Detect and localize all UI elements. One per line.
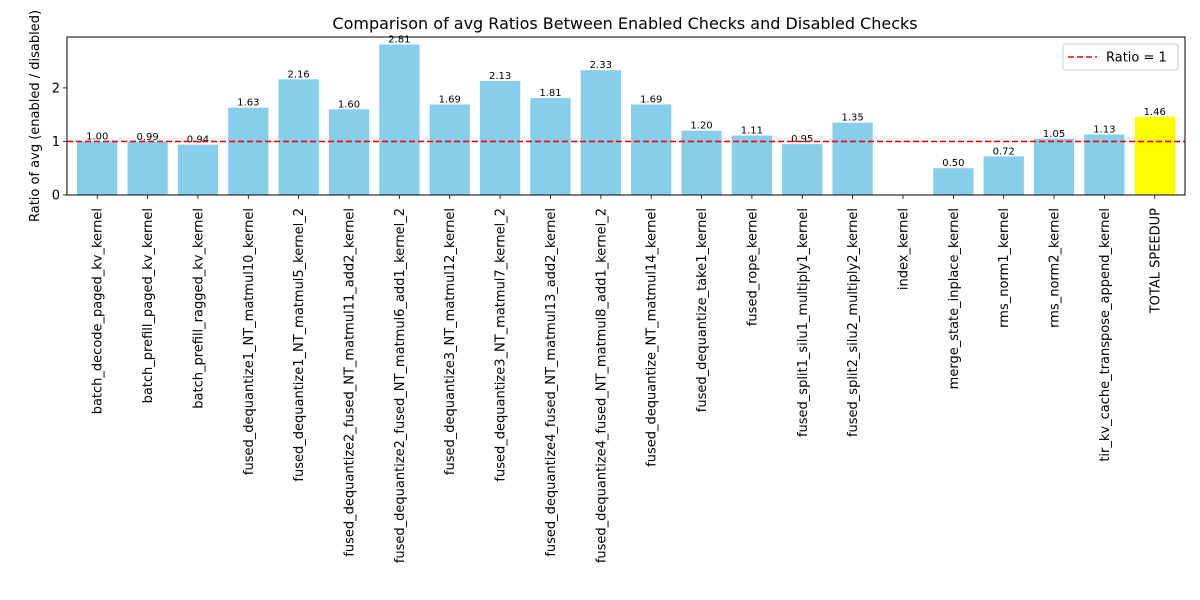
data-label: 1.46	[1144, 107, 1166, 118]
legend-box	[1062, 43, 1179, 71]
data-label: 0.94	[187, 135, 209, 146]
bar	[429, 104, 470, 195]
y-axis-label: Ratio of avg (enabled / disabled)	[28, 10, 43, 222]
data-label: 1.05	[1043, 129, 1065, 140]
legend: Ratio = 1	[1062, 43, 1179, 71]
bar	[127, 141, 168, 195]
bar	[681, 130, 722, 195]
bar	[77, 141, 118, 195]
axes-layer	[66, 36, 1186, 196]
y-tick-label: 2	[52, 81, 60, 96]
legend-label: Ratio = 1	[1106, 51, 1167, 66]
data-label: 0.95	[791, 134, 813, 145]
y-tick-label: 1	[52, 135, 60, 150]
data-label: 1.81	[539, 88, 561, 99]
bar	[782, 144, 823, 195]
bar	[278, 79, 319, 195]
x-tick-label: fused_dequantize4_fused_NT_matmul8_add1_…	[594, 208, 609, 563]
plot-frame	[66, 36, 1186, 196]
data-label: 2.13	[489, 71, 511, 82]
x-tick-label: merge_state_inplace_kernel	[947, 208, 962, 389]
bar	[328, 109, 370, 195]
data-label: 2.33	[590, 60, 612, 71]
x-tick-label: fused_dequantize4_fused_NT_matmul13_add2…	[544, 208, 559, 557]
bar	[580, 70, 621, 195]
y-tick-label: 0	[52, 189, 60, 204]
data-label: 2.16	[288, 69, 310, 80]
data-label: 1.20	[690, 121, 712, 132]
data-label: 0.50	[942, 158, 964, 169]
bar	[983, 156, 1024, 195]
bar	[228, 107, 269, 195]
bar	[1084, 134, 1125, 195]
x-tick-label: fused_dequantize3_NT_matmul7_kernel_2	[494, 208, 509, 482]
x-tick-label: fused_split2_silu2_multiply2_kernel	[846, 208, 861, 437]
bar	[631, 104, 672, 195]
bar	[1033, 138, 1075, 195]
bar	[731, 135, 773, 195]
data-label: 1.69	[439, 94, 461, 105]
chart-title: Comparison of avg Ratios Between Enabled…	[332, 14, 917, 33]
bar	[379, 44, 420, 195]
x-tick-label: fused_dequantize1_NT_matmul5_kernel_2	[292, 208, 307, 482]
bar	[933, 168, 974, 195]
y-tick-labels: 0 1 2	[52, 81, 67, 204]
x-tick-label: rms_norm2_kernel	[1048, 208, 1063, 328]
data-label: 1.69	[640, 94, 662, 105]
x-tick-label: batch_prefill_ragged_kv_kernel	[191, 208, 206, 409]
x-tick-label: batch_decode_paged_kv_kernel	[91, 208, 106, 414]
x-tick-label: index_kernel	[896, 208, 911, 290]
x-tick-label: fused_dequantize_NT_matmul14_kernel	[645, 208, 660, 467]
x-tick-label: fused_dequantize2_fused_NT_matmul11_add2…	[343, 208, 358, 557]
bar	[1134, 116, 1175, 195]
bars-layer	[77, 44, 1175, 195]
x-tick-label: batch_prefill_paged_kv_kernel	[141, 208, 156, 403]
x-tick-label: TOTAL SPEEDUP	[1148, 208, 1163, 314]
x-tick-label: tir_kv_cache_transpose_append_kernel	[1098, 208, 1113, 462]
bar	[530, 98, 571, 195]
bar	[479, 80, 521, 195]
data-label: 1.35	[841, 113, 863, 124]
data-label: 1.60	[338, 99, 360, 110]
data-label: 1.11	[741, 126, 763, 137]
bar	[832, 122, 873, 195]
data-label: 1.13	[1093, 124, 1115, 135]
x-tick-label: rms_norm1_kernel	[997, 208, 1012, 328]
data-label: 1.00	[86, 131, 108, 142]
data-labels-layer: 1.00 0.99 0.94 1.63 2.16 1.60 2.81 1.69 2.13 1.81…	[86, 34, 1166, 169]
x-tick-labels: batch_decode_paged_kv_kernel batch_prefil…	[91, 195, 1163, 563]
x-tick-label: fused_rope_kernel	[745, 208, 760, 326]
x-tick-label: fused_dequantize3_NT_matmul12_kernel	[443, 208, 458, 475]
x-tick-label: fused_split1_silu1_multiply1_kernel	[796, 208, 811, 437]
x-tick-label: fused_dequantize_take1_kernel	[695, 208, 710, 412]
data-label: 2.81	[388, 34, 410, 45]
data-label: 1.63	[237, 98, 259, 109]
data-label: 0.72	[993, 146, 1015, 157]
bar	[177, 144, 219, 195]
x-tick-label: fused_dequantize1_NT_matmul10_kernel	[242, 208, 257, 475]
x-tick-label: fused_dequantize2_fused_NT_matmul6_add1_…	[393, 208, 408, 563]
data-label: 0.99	[136, 132, 158, 143]
